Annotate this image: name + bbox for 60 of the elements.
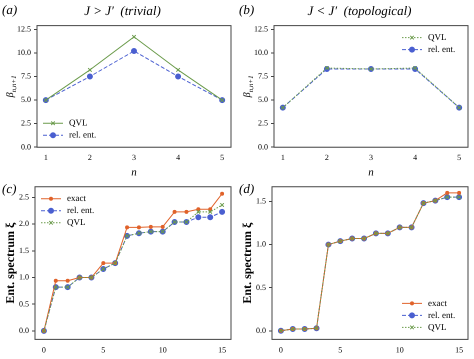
y-tick-label: 0.0	[19, 326, 29, 335]
y-tick-label: 5.0	[21, 95, 31, 104]
x-tick-label: 1	[280, 153, 285, 162]
y-axis-title: Ent. spectrum ξ	[240, 222, 254, 304]
legend-label: rel. ent.	[69, 130, 96, 140]
y-tick-label: 1.5	[19, 246, 29, 255]
y-tick-label: 2.5	[19, 192, 29, 202]
x-tick-label: 5	[220, 153, 224, 162]
y-tick-label: 10.0	[17, 48, 31, 58]
x-tick-label: 10	[158, 345, 167, 354]
x-tick-label: 5	[338, 345, 342, 354]
x-tick-label: 5	[101, 345, 106, 354]
x-tick-label: 2	[88, 153, 92, 162]
text: (b)	[239, 2, 254, 17]
y-axis-title: Ent. spectrum ξ	[3, 222, 17, 304]
x-tick-label: 15	[455, 345, 464, 354]
y-tick-label: 2.0	[19, 219, 29, 228]
y-tick-label: 1.5	[256, 196, 266, 206]
y-tick-label: 7.5	[258, 72, 268, 81]
y-tick-label: 0.0	[256, 326, 266, 335]
legend-label: QVL	[428, 322, 446, 332]
y-tick-label: 1.0	[19, 272, 29, 282]
x-tick-label: 1	[44, 153, 48, 162]
y-tick-label: 5.0	[258, 95, 268, 104]
x-tick-label: 2	[324, 153, 329, 162]
y-tick-label: 10.0	[254, 48, 268, 58]
legend-label: QVL	[69, 118, 88, 128]
text: (d)	[239, 181, 254, 196]
legend-label: QVL	[428, 32, 446, 42]
x-axis-title: n	[131, 166, 138, 178]
x-axis-title: n	[368, 166, 374, 178]
text: (a)	[2, 2, 18, 17]
x-tick-label: 15	[218, 345, 226, 354]
y-tick-label: 7.5	[21, 72, 31, 81]
y-tick-label: 12.5	[17, 24, 31, 34]
y-tick-label: 0.5	[19, 299, 29, 308]
legend-label: rel. ent.	[67, 205, 94, 216]
legend-label: exact	[428, 298, 448, 308]
legend-label: rel. ent.	[428, 310, 456, 320]
y-tick-label: 12.5	[254, 24, 268, 34]
x-tick-label: 10	[396, 345, 404, 354]
x-tick-label: 4	[413, 153, 418, 162]
legend-label: rel. ent.	[428, 44, 456, 54]
y-tick-label: 0.5	[256, 282, 266, 292]
x-tick-label: 4	[176, 153, 180, 162]
y-tick-label: 2.5	[258, 118, 268, 128]
chart-title: J < J′ (topological)	[307, 3, 412, 18]
legend-label: QVL	[67, 217, 86, 228]
y-tick-label: 0.0	[258, 142, 268, 152]
y-tick-label: 2.5	[21, 118, 31, 128]
x-tick-label: 0	[278, 345, 283, 354]
x-tick-label: 3	[132, 153, 136, 162]
y-tick-label: 0.0	[21, 142, 31, 152]
legend-label: exact	[67, 193, 86, 204]
x-tick-label: 0	[42, 345, 46, 354]
x-tick-label: 5	[457, 153, 462, 162]
x-tick-label: 3	[369, 153, 373, 162]
text: (c)	[2, 181, 16, 196]
y-tick-label: 1.0	[256, 240, 266, 249]
chart-title: J > J′ (trivial)	[84, 3, 161, 18]
